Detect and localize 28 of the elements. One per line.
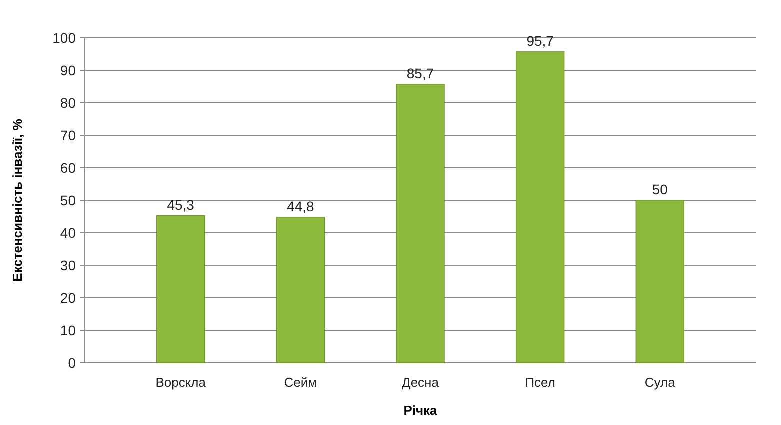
- y-axis-title: Екстенсивність інвазії, %: [10, 118, 25, 282]
- bar: [396, 84, 445, 364]
- y-tick-label: 40: [60, 224, 76, 241]
- x-tick-label: Ворскла: [156, 375, 207, 390]
- bar: [156, 215, 206, 364]
- x-axis-title: Річка: [404, 403, 438, 418]
- bar: [276, 217, 326, 364]
- y-tick-label: 10: [60, 322, 76, 338]
- x-tick-label: Псел: [525, 375, 556, 390]
- y-tick-label: 60: [60, 160, 76, 176]
- y-tick-label: 30: [60, 257, 76, 274]
- data-label: 45,3: [167, 196, 195, 213]
- y-tick-label: 80: [60, 94, 76, 111]
- bar: [636, 200, 685, 364]
- y-tick-label: 70: [60, 127, 76, 144]
- x-tick-label: Сула: [644, 375, 676, 390]
- y-tick-label: 100: [52, 30, 76, 46]
- x-tick-label: Сейм: [284, 375, 318, 390]
- bar: [516, 52, 565, 364]
- y-tick-label: 50: [60, 192, 76, 208]
- data-label: 44,8: [287, 198, 315, 214]
- y-tick-label: 0: [68, 354, 76, 371]
- y-tick-label: 20: [60, 290, 76, 306]
- data-label: 50: [652, 182, 668, 198]
- x-tick-label: Десна: [402, 375, 440, 390]
- data-label: 85,7: [406, 65, 434, 82]
- y-tick-label: 90: [60, 62, 76, 78]
- data-label: 95,7: [526, 32, 554, 49]
